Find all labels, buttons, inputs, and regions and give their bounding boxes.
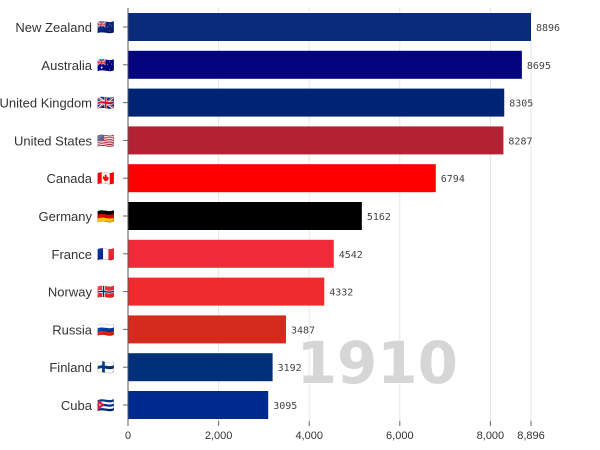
category-label: New Zealand xyxy=(15,20,92,35)
flag-icon: 🇳🇴 xyxy=(97,284,115,300)
bar xyxy=(128,391,269,419)
category-label: Cuba xyxy=(61,398,93,413)
bar-value-label: 8896 xyxy=(536,23,560,34)
bar xyxy=(128,126,504,155)
bar xyxy=(128,353,273,382)
flag-icon: 🇫🇮 xyxy=(97,359,115,375)
category-label: United Kingdom xyxy=(0,96,92,111)
category-label: Russia xyxy=(52,322,93,337)
bar-value-label: 8305 xyxy=(509,99,533,110)
category-label: Germany xyxy=(39,209,93,224)
x-tick-label: 4,000 xyxy=(295,430,323,442)
bar-value-label: 4542 xyxy=(339,250,363,261)
category-label: Finland xyxy=(49,360,92,375)
flag-icon: 🇷🇺 xyxy=(97,321,115,337)
bar xyxy=(128,315,286,344)
flag-icon: 🇩🇪 xyxy=(97,208,115,224)
bar xyxy=(128,13,531,41)
x-tick-label: 0 xyxy=(125,430,131,442)
category-label: United States xyxy=(14,133,93,148)
bar xyxy=(128,50,522,79)
flag-icon: 🇦🇺 xyxy=(97,57,115,73)
x-tick-label: 6,000 xyxy=(386,430,414,442)
flag-icon: 🇨🇦 xyxy=(97,170,115,186)
x-tick-label: 2,000 xyxy=(205,430,233,442)
bar-value-label: 5162 xyxy=(367,212,391,223)
bar-value-label: 8695 xyxy=(527,61,551,72)
category-label: Australia xyxy=(41,58,92,73)
category-label: Norway xyxy=(48,285,93,300)
bar xyxy=(128,202,362,230)
bar-value-label: 3487 xyxy=(291,325,315,336)
x-tick-label: 8,000 xyxy=(477,430,505,442)
category-labels: 🇳🇿 New Zealand 🇦🇺 Australia 🇬🇧 United Kingdom… xyxy=(0,19,128,413)
bar-value-label: 8287 xyxy=(508,136,532,147)
category-label: Canada xyxy=(46,171,92,186)
bar-value-label: 4332 xyxy=(329,288,353,299)
flag-icon: 🇺🇸 xyxy=(97,132,115,148)
flag-icon: 🇫🇷 xyxy=(97,246,115,262)
bar xyxy=(128,88,505,117)
bar-value-label: 3095 xyxy=(273,401,297,412)
year-label: 1910 xyxy=(297,329,458,397)
bars: 8896 8695 8305 8287 6794 5162 4542 4332 3487 3192… xyxy=(128,13,560,419)
category-label: France xyxy=(52,247,92,262)
bar xyxy=(128,239,334,268)
flag-icon: 🇨🇺 xyxy=(97,397,115,413)
bar xyxy=(128,164,436,193)
flag-icon: 🇬🇧 xyxy=(97,95,115,111)
bar-value-label: 3192 xyxy=(278,363,302,374)
x-tick-label: 8,896 xyxy=(517,430,545,442)
flag-icon: 🇳🇿 xyxy=(97,19,115,35)
bar-value-label: 6794 xyxy=(441,174,465,185)
bar xyxy=(128,277,325,306)
x-axis: 0 2,000 4,000 6,000 8,000 8,896 xyxy=(125,421,545,442)
